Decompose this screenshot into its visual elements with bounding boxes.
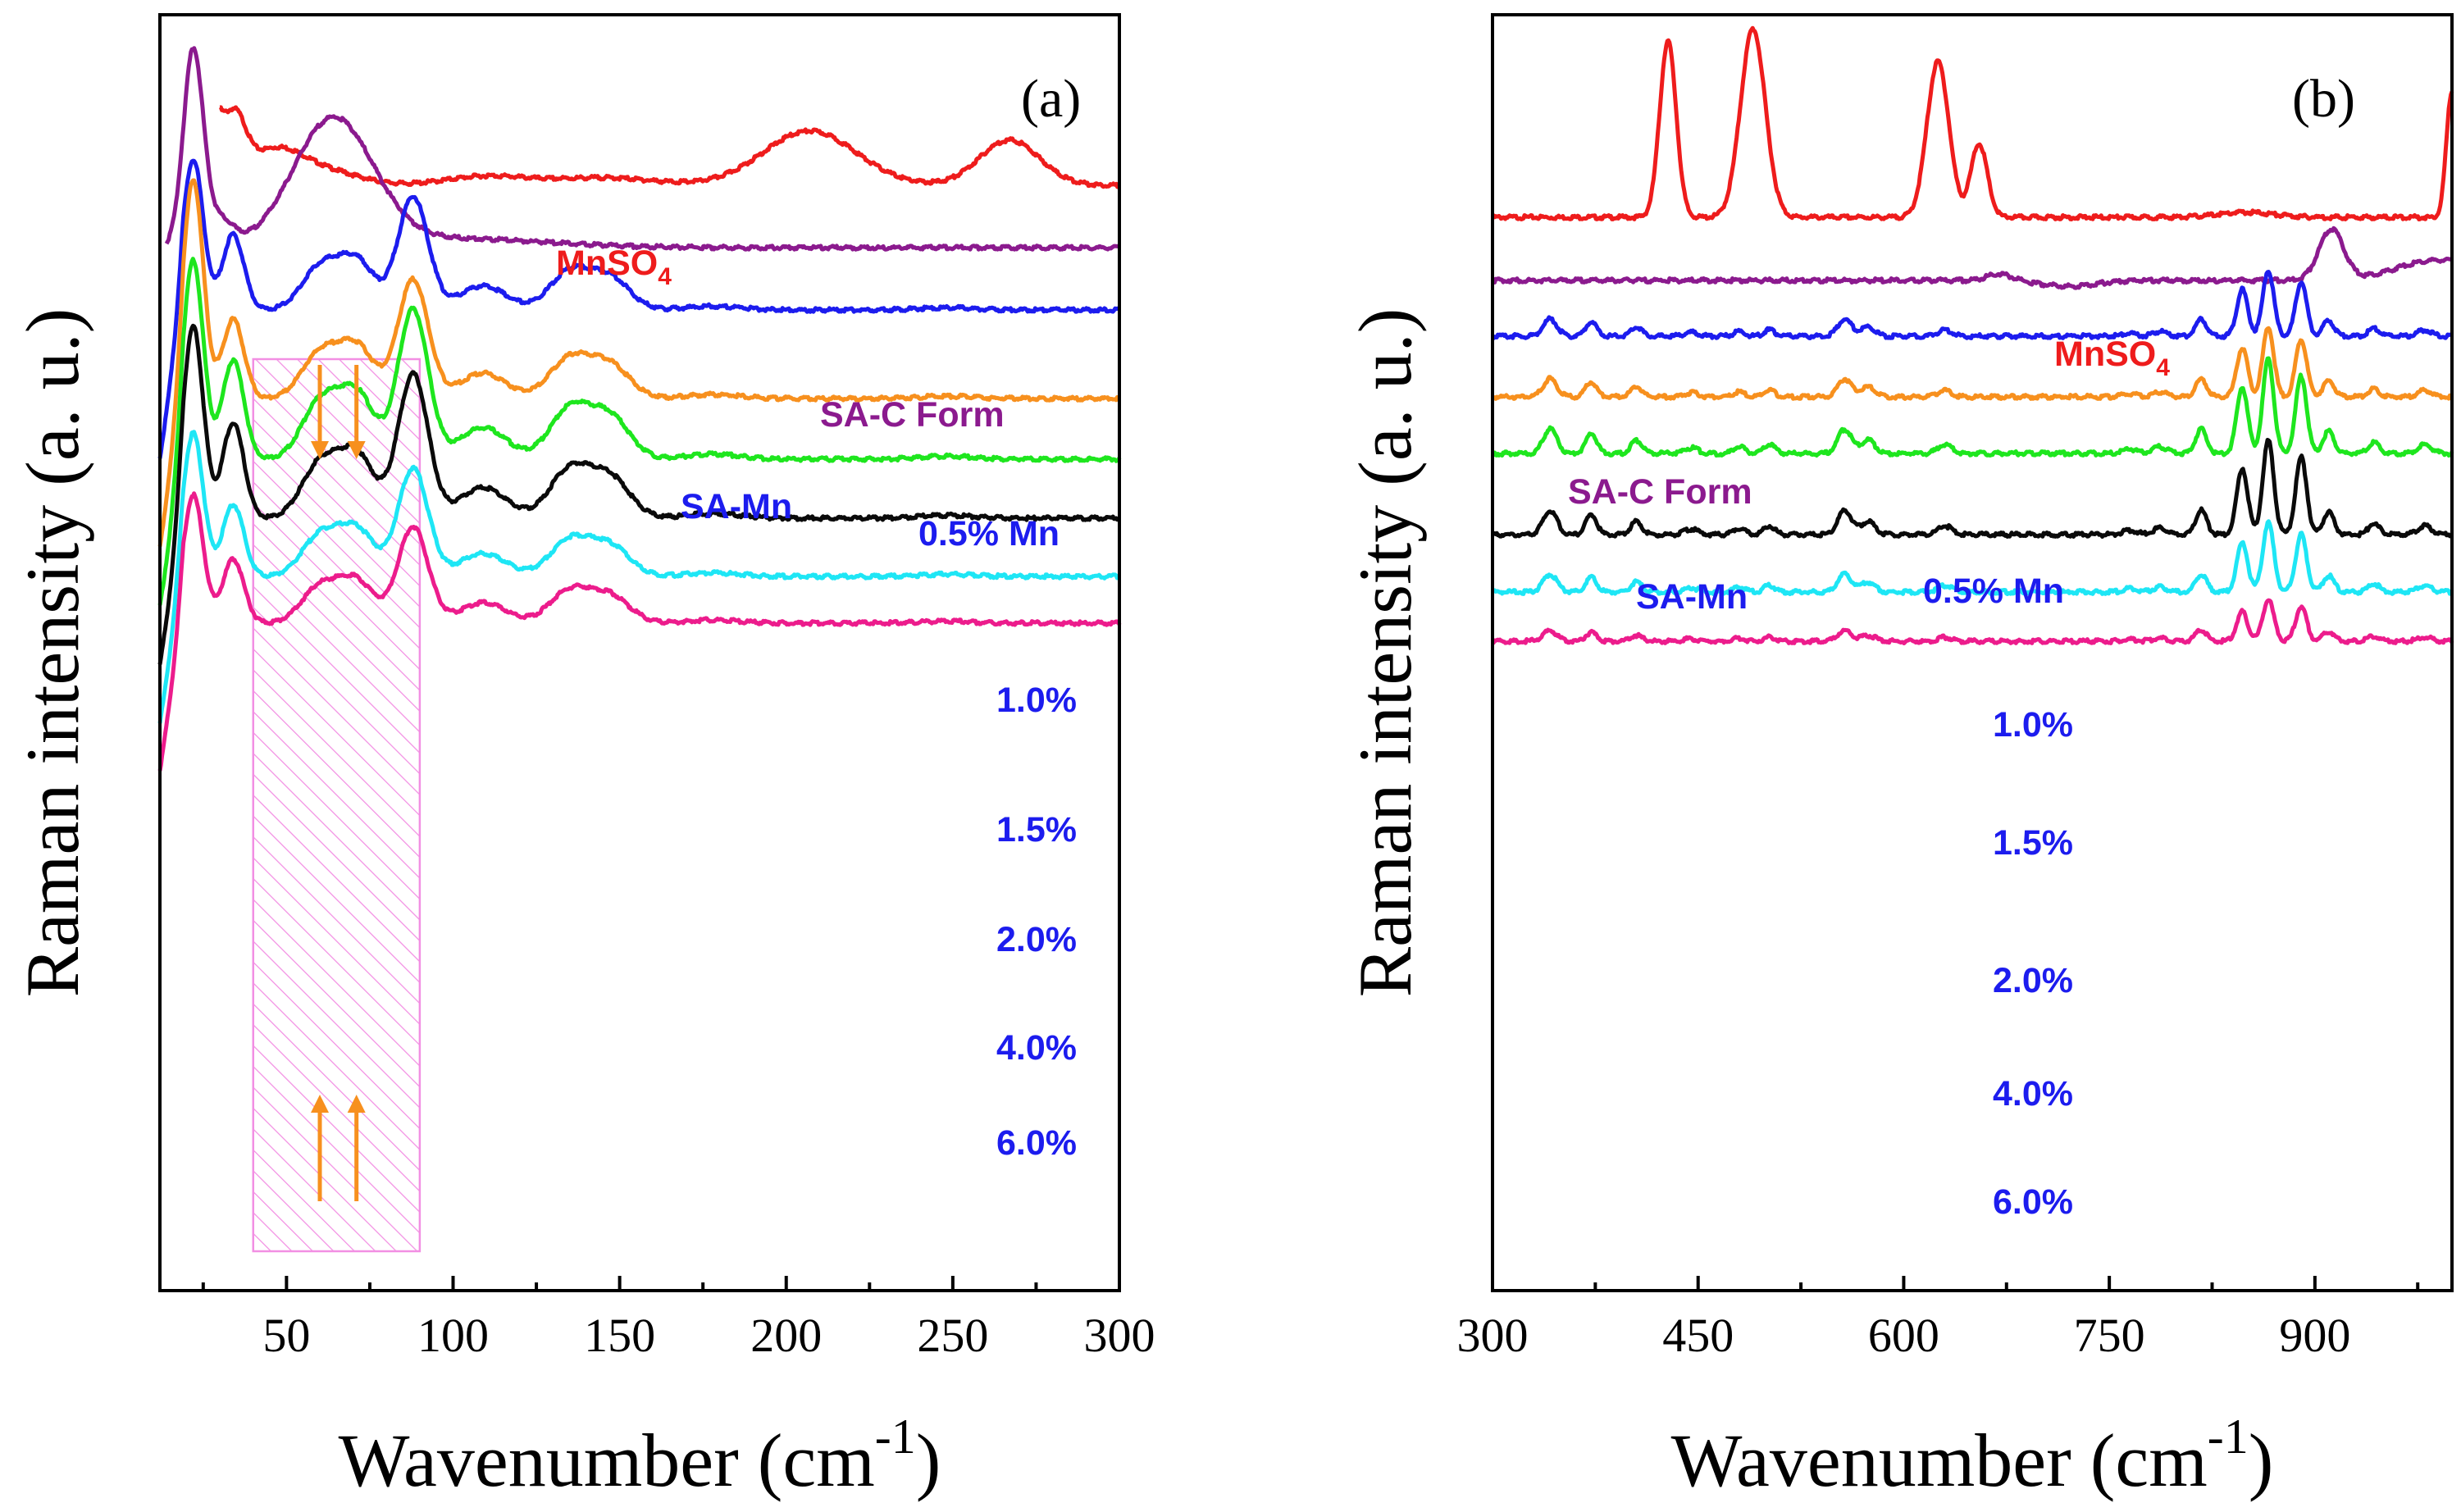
panel-b-xlabel-sup: -1 (2208, 1410, 2249, 1464)
xtick-label-200: 200 (750, 1309, 822, 1362)
xtick-label-600: 600 (1868, 1309, 1939, 1362)
label-1-5-: 1.5% (996, 810, 1077, 849)
panel-a-arrows (311, 365, 366, 1201)
series-4-0--line (1491, 519, 2454, 596)
xtick-label-150: 150 (584, 1309, 655, 1362)
series-sa-c-form-line (1491, 225, 2454, 290)
panel-b-ylabel: Raman intensity (a. u.) (1343, 308, 1427, 998)
label-mnso4: MnSO4 (556, 244, 672, 290)
panel-b-label: (b) (2292, 69, 2355, 129)
panel-a-xticks: 50 100 150 200 250 300 (201, 1276, 1155, 1362)
panel-b-xlabel-close: ) (2249, 1419, 2274, 1502)
arrow-down-1 (347, 365, 366, 459)
label-2-0-: 2.0% (1993, 961, 2073, 1000)
label-1-0-: 1.0% (1993, 705, 2073, 745)
label-2-0-: 2.0% (996, 920, 1077, 959)
series-2-0--line (1491, 438, 2454, 539)
arrow-down-0 (311, 365, 329, 459)
panel-b-xticks: 300 450 600 750 900 (1457, 1276, 2420, 1362)
panel-a-series-labels: MnSO4 SA-C Form SA-Mn 0.5% Mn 1.0% 1.5% 2.0% 4.… (556, 244, 1077, 1163)
xtick-label-300: 300 (1457, 1309, 1529, 1362)
label-6-0-: 6.0% (1993, 1182, 2073, 1222)
xtick-label-900: 900 (2279, 1309, 2350, 1362)
panel-a-frame (158, 13, 1121, 1292)
series-0-5-mn-line (157, 158, 1121, 459)
series-1-5--line (1491, 356, 2454, 458)
label-mnso4-sub: 4 (2156, 354, 2170, 381)
panel-a-xlabel-close: ) (916, 1419, 941, 1502)
series-4-0--line (157, 430, 1121, 724)
label-4-0-: 4.0% (996, 1028, 1077, 1068)
series-1-0--line (1491, 326, 2454, 401)
panel-b-series-labels: MnSO4 SA-C Form SA-Mn 0.5% Mn 1.0% 1.5% 2.0% 4.… (1568, 335, 2170, 1222)
label-0-5-mn: 0.5% Mn (1923, 572, 2064, 611)
xtick-label-300: 300 (1084, 1309, 1155, 1362)
series-sa-c-form-line (164, 46, 1121, 252)
label-0-5-mn: 0.5% Mn (918, 514, 1060, 553)
label-mnso4: MnSO4 (2054, 335, 2170, 381)
panel-a-xlabel-main: Wavenumber (cm (339, 1419, 875, 1502)
panel-a-xlabel-sup: -1 (875, 1410, 916, 1464)
panel-a: 50 100 150 200 250 300 (a) MnSO4 SA-C Form SA-M… (11, 13, 1155, 1502)
highlight-region (252, 358, 422, 1253)
panel-b-xlabel: Wavenumber (cm-1) (1671, 1410, 2274, 1502)
panel-a-ylabel: Raman intensity (a. u.) (11, 308, 94, 998)
xtick-label-450: 450 (1662, 1309, 1734, 1362)
series-0-5-mn-line (1491, 270, 2454, 340)
arrow-up-3 (347, 1095, 366, 1201)
panel-b-frame (1491, 13, 2454, 1292)
label-sa-mn: SA-Mn (1636, 577, 1748, 617)
xtick-label-250: 250 (917, 1309, 988, 1362)
label-mnso4-sub: 4 (658, 263, 672, 290)
series-6-0--line (1491, 598, 2454, 645)
panel-b-xlabel-main: Wavenumber (cm (1671, 1419, 2208, 1502)
panel-a-label: (a) (1021, 69, 1081, 129)
label-1-0-: 1.0% (996, 681, 1077, 720)
label-4-0-: 4.0% (1993, 1074, 2073, 1114)
series-mnso4-line (218, 105, 1121, 189)
series-mnso4-line (1490, 25, 2454, 221)
series-1-0--line (157, 178, 1121, 547)
arrow-up-2 (311, 1095, 329, 1201)
label-1-5-: 1.5% (1993, 823, 2073, 863)
label-6-0-: 6.0% (996, 1123, 1077, 1163)
label-sa-c-form: SA-C Form (820, 395, 1005, 435)
panel-a-xlabel: Wavenumber (cm-1) (339, 1410, 941, 1502)
series-6-0--line (157, 491, 1122, 772)
xtick-label-50: 50 (262, 1309, 310, 1362)
label-sa-c-form: SA-C Form (1568, 472, 1752, 512)
label-sa-mn: SA-Mn (681, 487, 792, 526)
panel-b-curves (1490, 25, 2454, 645)
xtick-label-100: 100 (417, 1309, 489, 1362)
panel-b: 300 450 600 750 900 (b) MnSO4 SA-C Form SA-Mn 0… (1343, 13, 2454, 1502)
xtick-label-750: 750 (2074, 1309, 2145, 1362)
